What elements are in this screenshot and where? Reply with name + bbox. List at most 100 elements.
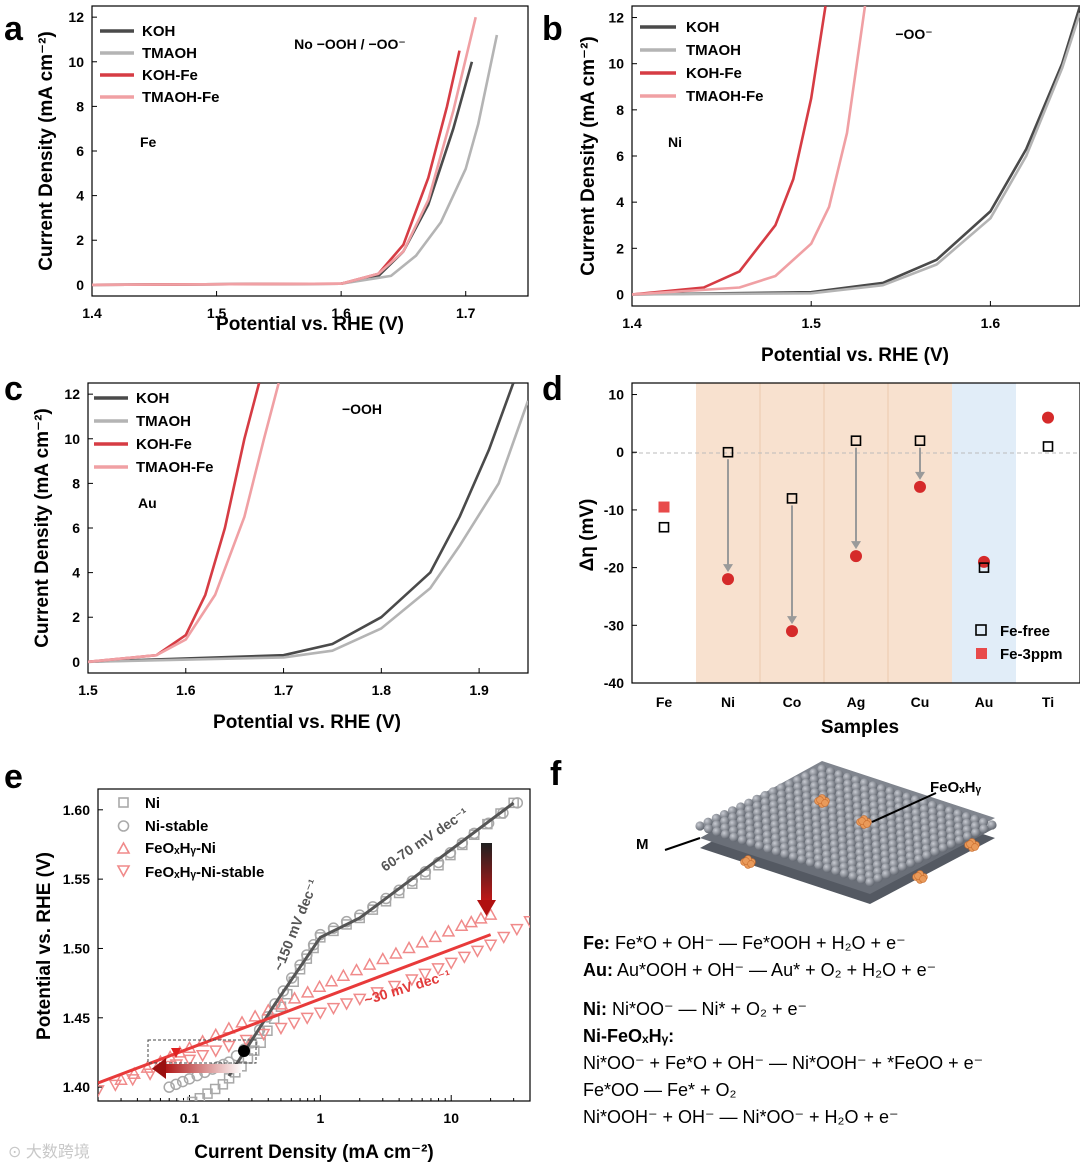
marker-ni-stable <box>183 1073 196 1085</box>
marker-feo-h-ni-stable <box>256 1028 271 1042</box>
lattice-atom <box>897 855 907 865</box>
lattice-atom <box>769 807 779 817</box>
lattice-atom <box>821 837 831 847</box>
lattice-atom <box>838 849 849 859</box>
legend-marker-feoxhy-ni <box>116 841 131 854</box>
legend: KOH TMAOH KOH-Fe TMAOH-Fe <box>640 19 764 105</box>
equation-text-au: Au*OOH + OH⁻ — Au* + O₂ + H₂O + e⁻ <box>617 960 937 980</box>
chart-panel-d: 10 0 -10 -20 -30 -40 Fe Ni Co Ag Cu Au Ti Samples Δη… <box>577 382 1080 738</box>
lattice-atom <box>855 848 865 858</box>
lattice-atom <box>761 804 771 814</box>
lattice-atom <box>831 866 841 876</box>
lattice-atom <box>862 831 873 841</box>
legend-label-koh: KOH <box>686 19 719 36</box>
lattice-atom <box>746 838 756 848</box>
marker-feo-h-ni <box>274 997 289 1010</box>
lattice-atom <box>763 837 773 847</box>
lattice-atom <box>822 850 832 860</box>
lattice-atom <box>895 809 905 819</box>
lattice-atom <box>787 819 797 829</box>
lattice-atom <box>922 850 932 861</box>
lattice-atom <box>954 829 964 839</box>
legend: Ni Ni-stable FeOₓHᵧ-Ni FeOₓHᵧ-Ni-stable <box>116 795 264 881</box>
y-tick-label: 1.60 <box>63 802 90 818</box>
marker-fe-3ppm-cu <box>914 480 926 493</box>
lattice-atom <box>770 813 780 823</box>
lattice-atom <box>845 819 855 829</box>
marker-feo-h-ni-stable <box>208 1045 223 1058</box>
slope-label-mid: 60-70 mV dec⁻¹ <box>378 804 471 874</box>
lattice-atom <box>760 791 770 801</box>
panel-label-e: e <box>4 758 23 796</box>
lattice-atom <box>769 800 779 810</box>
marker-fe-3ppm-co <box>786 625 798 638</box>
zoom-box <box>147 1039 257 1064</box>
lattice-atom <box>912 828 922 838</box>
y-tick-label: 2 <box>616 240 624 256</box>
lattice-atom <box>889 859 899 869</box>
lattice-atom <box>802 791 812 802</box>
lattice-atom <box>911 808 921 818</box>
series-line-tmaoh-fe <box>88 383 280 664</box>
lattice-atom <box>888 846 898 856</box>
y-tick-label: 4 <box>76 188 84 204</box>
lattice-atom <box>904 832 914 842</box>
lattice-atom <box>768 787 778 797</box>
y-tick-label: 0 <box>72 654 80 670</box>
lattice-atom <box>888 839 898 849</box>
lattice-atom <box>852 802 863 812</box>
marker-feo-h-ni-stable <box>182 1054 197 1067</box>
lattice-atom <box>930 840 940 850</box>
lattice-atom <box>937 830 948 840</box>
marker-ni <box>179 1100 190 1101</box>
lattice-atom <box>961 812 972 822</box>
tick-group: 1.4 1.5 1.6 0 2 4 6 8 10 12 <box>608 10 1000 331</box>
equation-label-au: Au: <box>583 960 613 980</box>
lattice-atom <box>871 834 881 844</box>
marker-ni <box>301 953 313 964</box>
schematic-label-m: M <box>636 836 649 853</box>
lattice-atom <box>809 768 819 778</box>
sphere-lattice <box>695 764 997 887</box>
lattice-atom <box>855 841 865 851</box>
lattice-atom <box>752 794 762 805</box>
category-label-fe: Fe <box>656 694 673 710</box>
marker-feo-h-ni <box>464 915 479 928</box>
lattice-atom <box>818 784 828 794</box>
x-tick-label: 1.6 <box>176 682 196 698</box>
lattice-atom <box>727 806 738 816</box>
lattice-atom <box>913 841 923 851</box>
feoxhy-cluster-atom <box>863 820 871 828</box>
slope-label-steep: ~150 mV dec⁻¹ <box>270 877 321 973</box>
lattice-atom <box>860 785 870 795</box>
feoxhy-clusters <box>740 794 980 884</box>
lattice-atom <box>788 852 799 862</box>
lattice-atom <box>719 810 730 820</box>
lattice-atom <box>826 773 836 784</box>
lattice-atom <box>842 772 853 783</box>
marker-down-triangle <box>171 1048 181 1058</box>
lattice-atom <box>962 818 972 828</box>
legend: KOH TMAOH KOH-Fe TMAOH-Fe <box>94 390 214 476</box>
series-line-tmaoh-fe <box>632 6 867 296</box>
lattice-atom <box>754 834 764 844</box>
lattice-atom <box>861 804 871 815</box>
lattice-atom <box>987 820 997 830</box>
lattice-atom <box>876 784 887 794</box>
lattice-atom <box>978 817 989 827</box>
y-tick-label: 12 <box>68 9 84 25</box>
lattice-atom <box>795 815 805 825</box>
lattice-atom <box>945 813 955 823</box>
lattice-atom <box>703 817 713 827</box>
lattice-atom <box>895 822 905 832</box>
x-tick-label: 1.6 <box>981 315 1001 331</box>
annotation-text: No −OOH / −OO⁻ <box>294 36 406 52</box>
lattice-atom <box>785 786 795 796</box>
lattice-atom <box>803 818 813 828</box>
lattice-atom <box>760 797 771 807</box>
lattice-atom <box>803 811 813 821</box>
lattice-atom <box>856 861 866 871</box>
marker-feo-h-ni-stable <box>387 980 402 994</box>
y-tick-label: 6 <box>76 143 84 159</box>
lattice-atom <box>712 820 722 830</box>
